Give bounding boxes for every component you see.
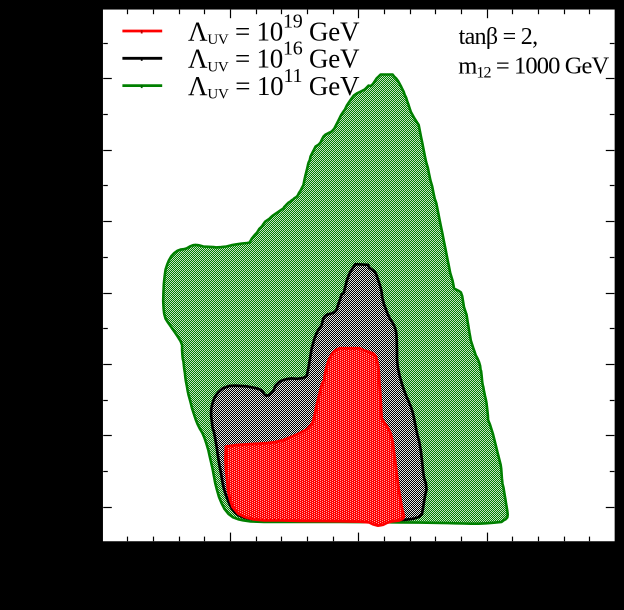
svg-text:tanβ = 2,: tanβ = 2, [459,24,538,50]
